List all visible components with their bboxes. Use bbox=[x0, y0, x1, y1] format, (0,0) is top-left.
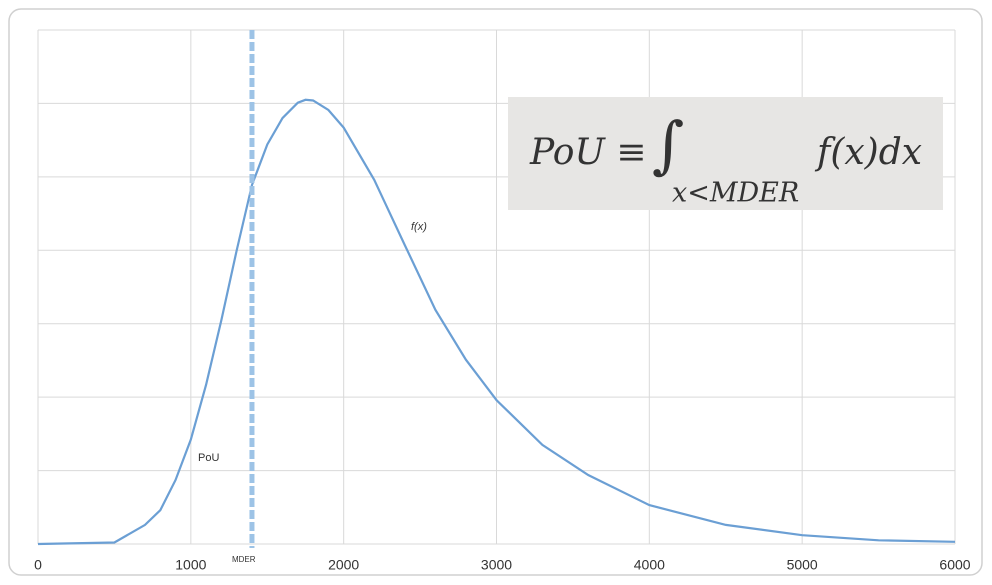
x-tick-label: 2000 bbox=[328, 557, 359, 573]
area-annotation: PoU bbox=[198, 452, 219, 464]
formula-integral: ∫ bbox=[652, 108, 684, 181]
x-tick-label: 3000 bbox=[481, 557, 512, 573]
formula-lhs: PoU ≡ bbox=[529, 132, 646, 173]
x-tick-label: 0 bbox=[34, 557, 42, 573]
marks: MDER bbox=[37, 30, 956, 564]
x-tick-label: 1000 bbox=[175, 557, 206, 573]
x-tick-label: 5000 bbox=[787, 557, 818, 573]
formula-integrand: f(x)dx bbox=[814, 132, 922, 173]
curve-annotation: f(x) bbox=[411, 221, 427, 233]
frame bbox=[8, 8, 983, 576]
line-series bbox=[37, 98, 956, 546]
x-tick-label: 4000 bbox=[634, 557, 665, 573]
formula-box bbox=[508, 97, 943, 210]
threshold-label: MDER bbox=[232, 555, 256, 564]
x-tick-label: 6000 bbox=[939, 557, 970, 573]
formula-subscript: x<MDER bbox=[672, 178, 799, 209]
